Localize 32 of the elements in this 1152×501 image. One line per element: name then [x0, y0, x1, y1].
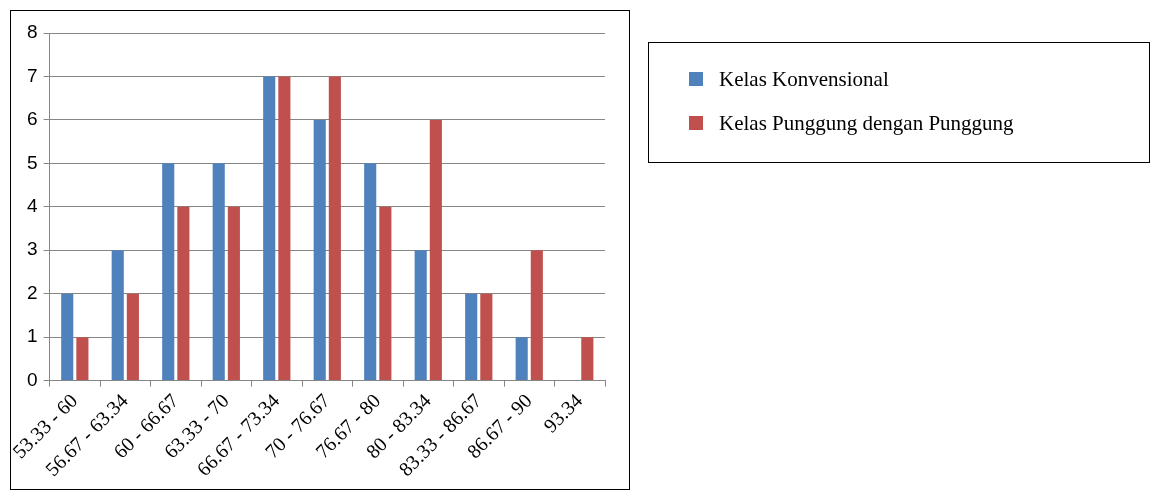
bar [515, 337, 528, 381]
legend-label: Kelas Punggung dengan Punggung [719, 110, 1014, 136]
y-tick-label: 2 [26, 281, 38, 303]
bar [364, 163, 377, 381]
bar [429, 119, 442, 381]
bar [581, 337, 594, 381]
bar [313, 119, 326, 381]
bar [263, 76, 276, 381]
y-tick-label: 0 [26, 368, 38, 390]
y-tick-label: 5 [26, 151, 38, 173]
bar [414, 250, 427, 381]
bar [126, 293, 139, 381]
bar [530, 250, 543, 381]
bar [465, 293, 478, 381]
bar [227, 206, 240, 381]
bar [76, 337, 89, 381]
y-tick-label: 7 [26, 64, 38, 86]
bar [61, 293, 74, 381]
bar [278, 76, 291, 381]
y-tick-label: 6 [26, 108, 38, 130]
bar [111, 250, 124, 381]
bar [212, 163, 225, 381]
bar [162, 163, 175, 381]
legend-label: Kelas Konvensional [719, 66, 889, 92]
bar [480, 293, 493, 381]
bar [379, 206, 392, 381]
bar [177, 206, 190, 381]
bar [328, 76, 341, 381]
y-tick-label: 3 [26, 238, 38, 260]
y-tick-label: 8 [26, 21, 38, 43]
y-tick-label: 1 [26, 325, 38, 347]
y-tick-label: 4 [26, 195, 38, 217]
